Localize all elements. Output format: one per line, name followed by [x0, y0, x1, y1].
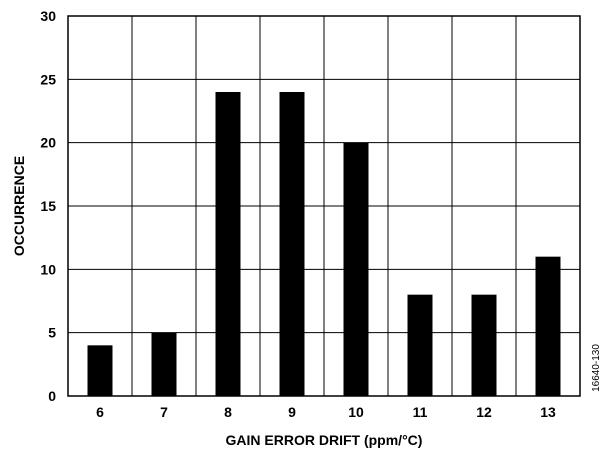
grid-lines — [68, 15, 580, 397]
y-tick-label: 0 — [48, 388, 56, 404]
plot-frame — [67, 15, 581, 397]
figure-id-label: 16640-130 — [591, 344, 602, 392]
y-tick-label: 5 — [48, 325, 56, 341]
bar-6 — [87, 345, 113, 396]
bar-8 — [215, 92, 241, 396]
x-tick-label: 7 — [160, 404, 168, 420]
bar-7 — [151, 332, 177, 396]
y-axis-label: OCCURRENCE — [11, 156, 27, 256]
x-tick-label: 12 — [476, 404, 492, 420]
y-tick-label: 25 — [40, 71, 56, 87]
x-tick-label: 11 — [413, 404, 428, 420]
x-tick-label: 6 — [96, 404, 104, 420]
y-tick-label: 15 — [40, 198, 56, 214]
x-tick-label: 9 — [288, 404, 296, 420]
bar-9 — [279, 92, 305, 396]
x-tick-label: 13 — [540, 404, 556, 420]
y-tick-label: 10 — [40, 261, 56, 277]
x-tick-label: 10 — [348, 404, 364, 420]
bars — [87, 92, 561, 396]
y-tick-label: 20 — [40, 135, 56, 151]
bar-12 — [471, 294, 497, 396]
x-axis-label: GAIN ERROR DRIFT (ppm/°C) — [226, 432, 423, 448]
bar-11 — [407, 294, 433, 396]
x-tick-labels: 6 7 8 9 10 11 12 13 — [96, 404, 556, 420]
bar-13 — [535, 256, 561, 396]
x-tick-label: 8 — [224, 404, 232, 420]
y-tick-labels: 0 5 10 15 20 25 30 — [40, 8, 56, 404]
y-tick-label: 30 — [40, 8, 56, 24]
bar-10 — [343, 142, 369, 396]
